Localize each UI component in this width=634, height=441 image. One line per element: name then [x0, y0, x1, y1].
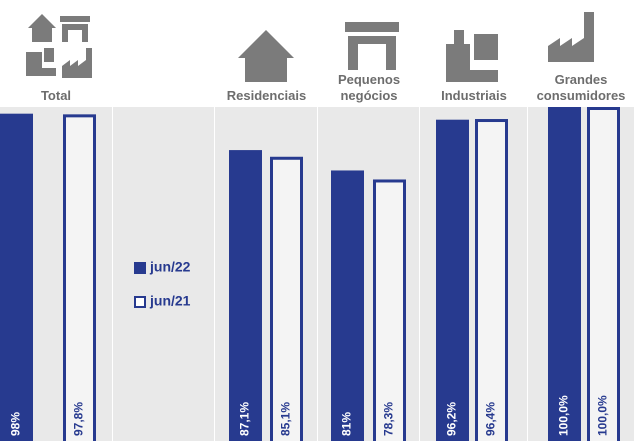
bar	[270, 156, 303, 441]
value-label: 78,3%	[382, 402, 396, 436]
icon-store-body	[62, 24, 88, 42]
icon-store	[348, 36, 396, 70]
bar	[63, 114, 96, 441]
category-label: Pequenos negócios	[337, 72, 401, 103]
bar	[436, 119, 469, 441]
icon-industry-small	[26, 48, 56, 76]
icons	[26, 12, 594, 82]
legend-label: jun/21	[149, 293, 191, 309]
value-label: 100,0%	[596, 395, 610, 436]
panel	[113, 107, 214, 441]
icon-store-small	[60, 16, 90, 22]
icon-industry	[446, 30, 498, 82]
value-label: 96,4%	[484, 402, 498, 436]
category-label: Total	[40, 88, 72, 103]
value-label: 87,1%	[238, 402, 252, 436]
legend-swatch	[134, 262, 146, 274]
legend-label: jun/22	[149, 259, 191, 275]
bar	[331, 170, 364, 441]
bar	[475, 119, 508, 441]
bar	[587, 107, 620, 441]
bar	[229, 150, 262, 441]
icon-house	[238, 30, 294, 82]
value-label: 81%	[340, 412, 354, 436]
value-label: 96,2%	[445, 402, 459, 436]
value-label: 98%	[9, 412, 23, 436]
category-label: Grandes consumidores	[536, 72, 626, 103]
category-label: Industriais	[441, 88, 507, 103]
icon-factory	[548, 12, 594, 62]
value-label: 97,8%	[72, 402, 86, 436]
value-label: 85,1%	[279, 402, 293, 436]
icon-house-small	[28, 14, 56, 42]
value-label: 100,0%	[557, 395, 571, 436]
icon-store-top	[345, 22, 399, 32]
legend-swatch	[134, 296, 146, 308]
bar	[548, 107, 581, 441]
icon-factory-small	[62, 48, 92, 78]
category-label: Residenciais	[226, 88, 307, 103]
bar	[0, 113, 33, 441]
bar	[373, 179, 406, 441]
